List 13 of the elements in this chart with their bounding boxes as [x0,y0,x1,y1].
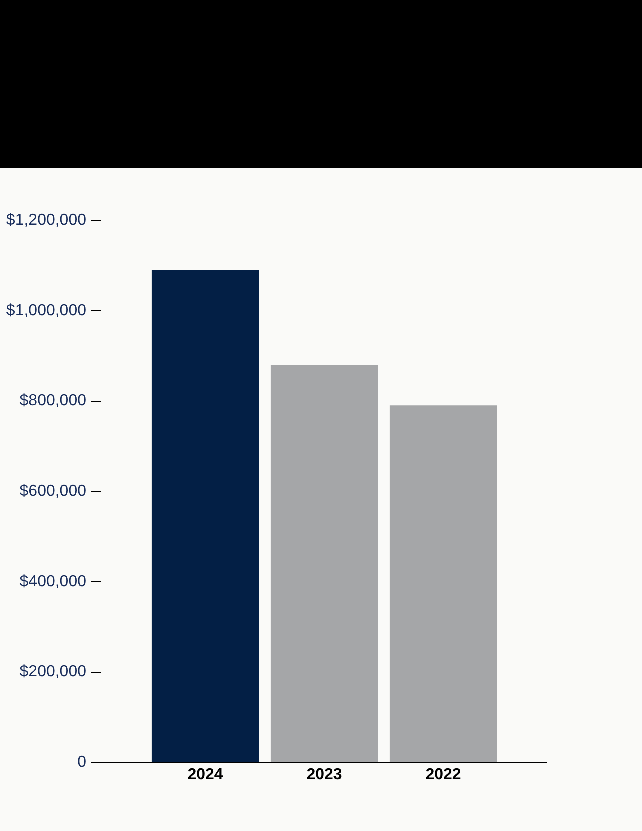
bar [390,406,498,762]
y-tick-label: $600,000 [20,483,87,500]
bar [152,270,260,762]
bar [270,365,378,762]
y-tick-label: $1,000,000 [6,302,87,320]
y-tick-label: $400,000 [20,573,87,590]
x-tick-label: 2023 [306,766,342,784]
y-tick-label: $800,000 [20,392,87,410]
y-tick-label: 0 [78,754,87,771]
y-tick-label: $1,200,000 [6,212,87,229]
x-tick-label: 2024 [188,766,224,784]
x-tick-label: 2022 [426,766,462,784]
y-tick-label: $200,000 [20,664,87,681]
